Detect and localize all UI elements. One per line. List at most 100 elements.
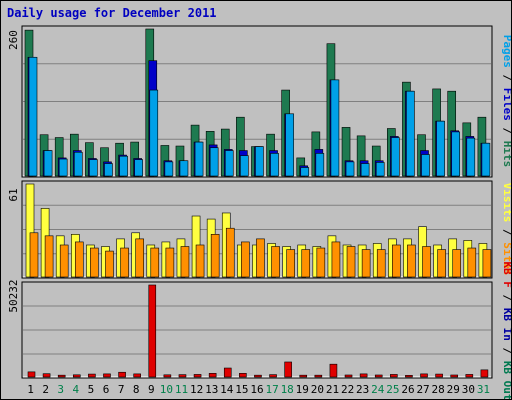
x-tick-label: 12 [190, 383, 203, 396]
pages-bar [194, 141, 204, 177]
pages-bar [104, 163, 113, 177]
sites-bar [467, 247, 477, 278]
kb-f-bar [133, 373, 141, 378]
pages-bar [345, 161, 355, 177]
x-tick-label: 28 [432, 383, 445, 396]
legend-entry-visits: Visits [501, 183, 511, 223]
pages-bar [58, 158, 68, 177]
legend-entry-kb-out: KB Out [501, 361, 511, 399]
legend-entry-pages: Pages [501, 35, 511, 68]
sites-bar [452, 249, 462, 278]
x-tick-label: 17 [265, 383, 278, 396]
sites-bar [376, 249, 386, 278]
right-legend-bottom: KB F / KB In / KB Out [501, 261, 511, 399]
legend-separator: / [501, 341, 511, 361]
pages-bar [330, 79, 340, 177]
sites-bar [135, 238, 144, 278]
pages-bar [255, 146, 264, 177]
pages-bar [224, 150, 234, 177]
kb-f-bar [314, 374, 323, 378]
x-tick-label: 14 [220, 383, 234, 396]
kb-f-bar [223, 367, 232, 378]
right-legend-top: Pages / Files / Hits [501, 35, 511, 168]
legend-entry-hits: Hits [501, 141, 511, 168]
sites-bar [90, 247, 99, 278]
x-tick-label: 24 [371, 383, 385, 396]
kb-f-bar [284, 361, 292, 378]
kb-f-bar [163, 374, 172, 378]
pages-bar [315, 153, 325, 177]
sites-bar [120, 247, 129, 278]
kb-f-bar [103, 373, 111, 378]
sites-bar [256, 238, 265, 278]
pages-bar [119, 155, 128, 177]
kb-f-bar [193, 374, 202, 378]
kb-f-bar [329, 363, 338, 378]
kb-f-bar [390, 374, 398, 378]
pages-bar [179, 160, 189, 177]
panel-frame-bottom [21, 281, 493, 379]
pages-bar [285, 113, 294, 177]
sites-bar [105, 250, 114, 278]
sites-bar [44, 235, 54, 278]
panel-frame-top [21, 25, 493, 178]
sites-bar [241, 241, 250, 278]
kb-f-bar [420, 373, 428, 378]
x-tick-label: 16 [250, 383, 263, 396]
x-tick-label: 20 [311, 383, 324, 396]
kb-f-bar [435, 373, 443, 378]
x-tick-label: 10 [160, 383, 173, 396]
x-tick-label: 6 [103, 383, 110, 396]
legend-separator: / [501, 68, 511, 88]
x-tick-label: 23 [356, 383, 369, 396]
kb-f-bar [254, 374, 262, 378]
pages-bar [43, 150, 53, 177]
panel-frame-middle [21, 180, 493, 279]
pages-bar [164, 161, 174, 177]
pages-bar [421, 154, 430, 177]
y-max-label-middle: 61 [7, 188, 20, 201]
right-legend-middle: Visits / Sites [501, 183, 511, 276]
chart-title: Daily usage for December 2011 [7, 6, 217, 20]
legend-entry-kb-f: KB F [501, 261, 511, 288]
sites-bar [150, 247, 160, 278]
sites-bar [407, 244, 416, 278]
legend-entry-sites: Sites [501, 242, 511, 275]
kb-f-bar [480, 369, 489, 378]
kb-f-bar [239, 373, 247, 378]
pages-bar [149, 89, 159, 177]
x-tick-label: 18 [281, 383, 294, 396]
pages-bar [406, 90, 415, 177]
x-tick-label: 30 [462, 383, 475, 396]
sites-bar [286, 249, 295, 278]
sites-bar [361, 249, 371, 278]
sites-bar [195, 244, 205, 278]
pages-bar [209, 147, 219, 177]
kb-f-bar [178, 374, 187, 378]
pages-bar [375, 162, 385, 177]
legend-entry-files: Files [501, 88, 511, 121]
sites-bar [422, 246, 431, 278]
legend-separator: / [501, 222, 511, 242]
pages-bar [270, 153, 279, 177]
kb-f-bar [359, 373, 368, 378]
pages-bar [391, 137, 400, 177]
sites-bar [346, 246, 356, 278]
kb-f-bar [148, 284, 157, 378]
kb-f-bar [118, 371, 126, 378]
sites-bar [165, 247, 175, 278]
sites-bar [301, 249, 311, 278]
pages-bar [240, 155, 249, 177]
x-tick-label: 1 [27, 383, 34, 396]
pages-bar [73, 151, 83, 177]
x-tick-label: 9 [148, 383, 155, 396]
sites-bar [59, 244, 69, 278]
kb-f-bar [88, 373, 96, 378]
x-tick-label: 19 [296, 383, 309, 396]
pages-bar [89, 159, 98, 177]
x-tick-label: 5 [88, 383, 95, 396]
x-tick-label: 11 [175, 383, 188, 396]
pages-bar [481, 142, 491, 177]
